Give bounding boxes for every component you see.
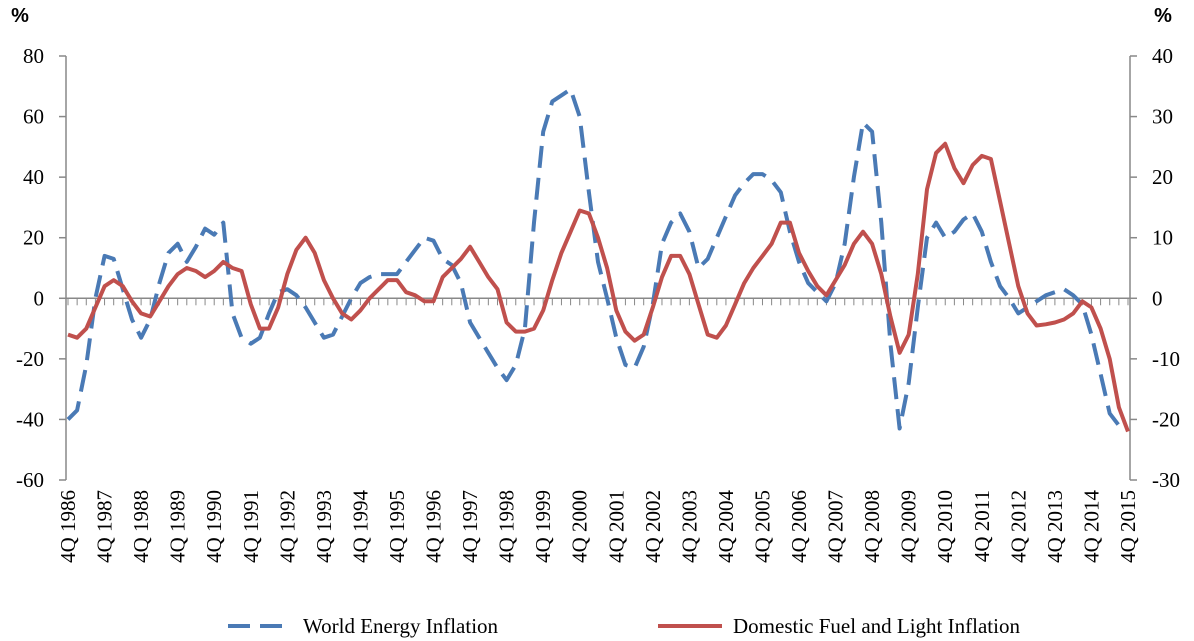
y-tick-label: 60 bbox=[23, 105, 44, 129]
y-tick-label: -60 bbox=[16, 468, 44, 492]
y2-tick-label: 0 bbox=[1152, 286, 1163, 310]
x-tick-label: 4Q 1991 bbox=[239, 490, 263, 563]
x-tick-label: 4Q 2015 bbox=[1116, 490, 1140, 563]
y-tick-label: -20 bbox=[16, 347, 44, 371]
x-tick-label: 4Q 1992 bbox=[275, 490, 299, 563]
y-tick-label: -40 bbox=[16, 407, 44, 431]
y2-axis-label: % bbox=[1154, 5, 1172, 27]
x-tick-label: 4Q 1990 bbox=[202, 490, 226, 563]
x-tick-label: 4Q 2012 bbox=[1006, 490, 1030, 563]
x-tick-label: 4Q 1999 bbox=[531, 490, 555, 563]
x-tick-label: 4Q 2011 bbox=[970, 490, 994, 562]
x-tick-label: 4Q 2007 bbox=[824, 490, 848, 563]
x-tick-label: 4Q 2003 bbox=[677, 490, 701, 563]
legend-label: Domestic Fuel and Light Inflation bbox=[733, 614, 1020, 638]
x-tick-label: 4Q 2009 bbox=[897, 490, 921, 563]
x-tick-label: 4Q 2004 bbox=[714, 490, 738, 563]
y-axis-label: % bbox=[11, 5, 29, 27]
y2-tick-label: 20 bbox=[1152, 165, 1173, 189]
y-tick-label: 40 bbox=[23, 165, 44, 189]
x-tick-label: 4Q 2005 bbox=[750, 490, 774, 563]
y-tick-label: 20 bbox=[23, 226, 44, 250]
x-tick-label: 4Q 1989 bbox=[166, 490, 190, 563]
x-tick-label: 4Q 1995 bbox=[385, 490, 409, 563]
series-line bbox=[66, 87, 1121, 431]
x-tick-label: 4Q 1996 bbox=[422, 490, 446, 563]
x-tick-label: 4Q 2008 bbox=[860, 490, 884, 563]
x-tick-label: 4Q 1993 bbox=[312, 490, 336, 563]
y2-tick-label: 10 bbox=[1152, 226, 1173, 250]
x-tick-label: 4Q 2002 bbox=[641, 490, 665, 563]
y2-tick-label: 30 bbox=[1152, 105, 1173, 129]
x-tick-label: 4Q 2010 bbox=[933, 490, 957, 563]
x-tick-label: 4Q 1987 bbox=[93, 490, 117, 563]
x-tick-label: 4Q 2006 bbox=[787, 490, 811, 563]
y2-tick-label: -20 bbox=[1152, 407, 1180, 431]
x-tick-label: 4Q 2013 bbox=[1043, 490, 1067, 563]
x-tick-label: 4Q 1988 bbox=[129, 490, 153, 563]
x-tick-label: 4Q 1986 bbox=[56, 490, 80, 563]
legend-label: World Energy Inflation bbox=[303, 614, 499, 638]
x-tick-label: 4Q 1997 bbox=[458, 490, 482, 563]
y2-tick-label: -10 bbox=[1152, 347, 1180, 371]
y-tick-label: 80 bbox=[23, 44, 44, 68]
y2-tick-label: 40 bbox=[1152, 44, 1173, 68]
y2-tick-label: -30 bbox=[1152, 468, 1180, 492]
x-tick-label: 4Q 2000 bbox=[568, 490, 592, 563]
x-tick-label: 4Q 2014 bbox=[1079, 490, 1103, 563]
x-tick-label: 4Q 1994 bbox=[348, 490, 372, 563]
x-tick-label: 4Q 2001 bbox=[604, 490, 628, 563]
series-line bbox=[67, 141, 1130, 433]
y-tick-label: 0 bbox=[34, 286, 45, 310]
x-tick-label: 4Q 1998 bbox=[495, 490, 519, 563]
